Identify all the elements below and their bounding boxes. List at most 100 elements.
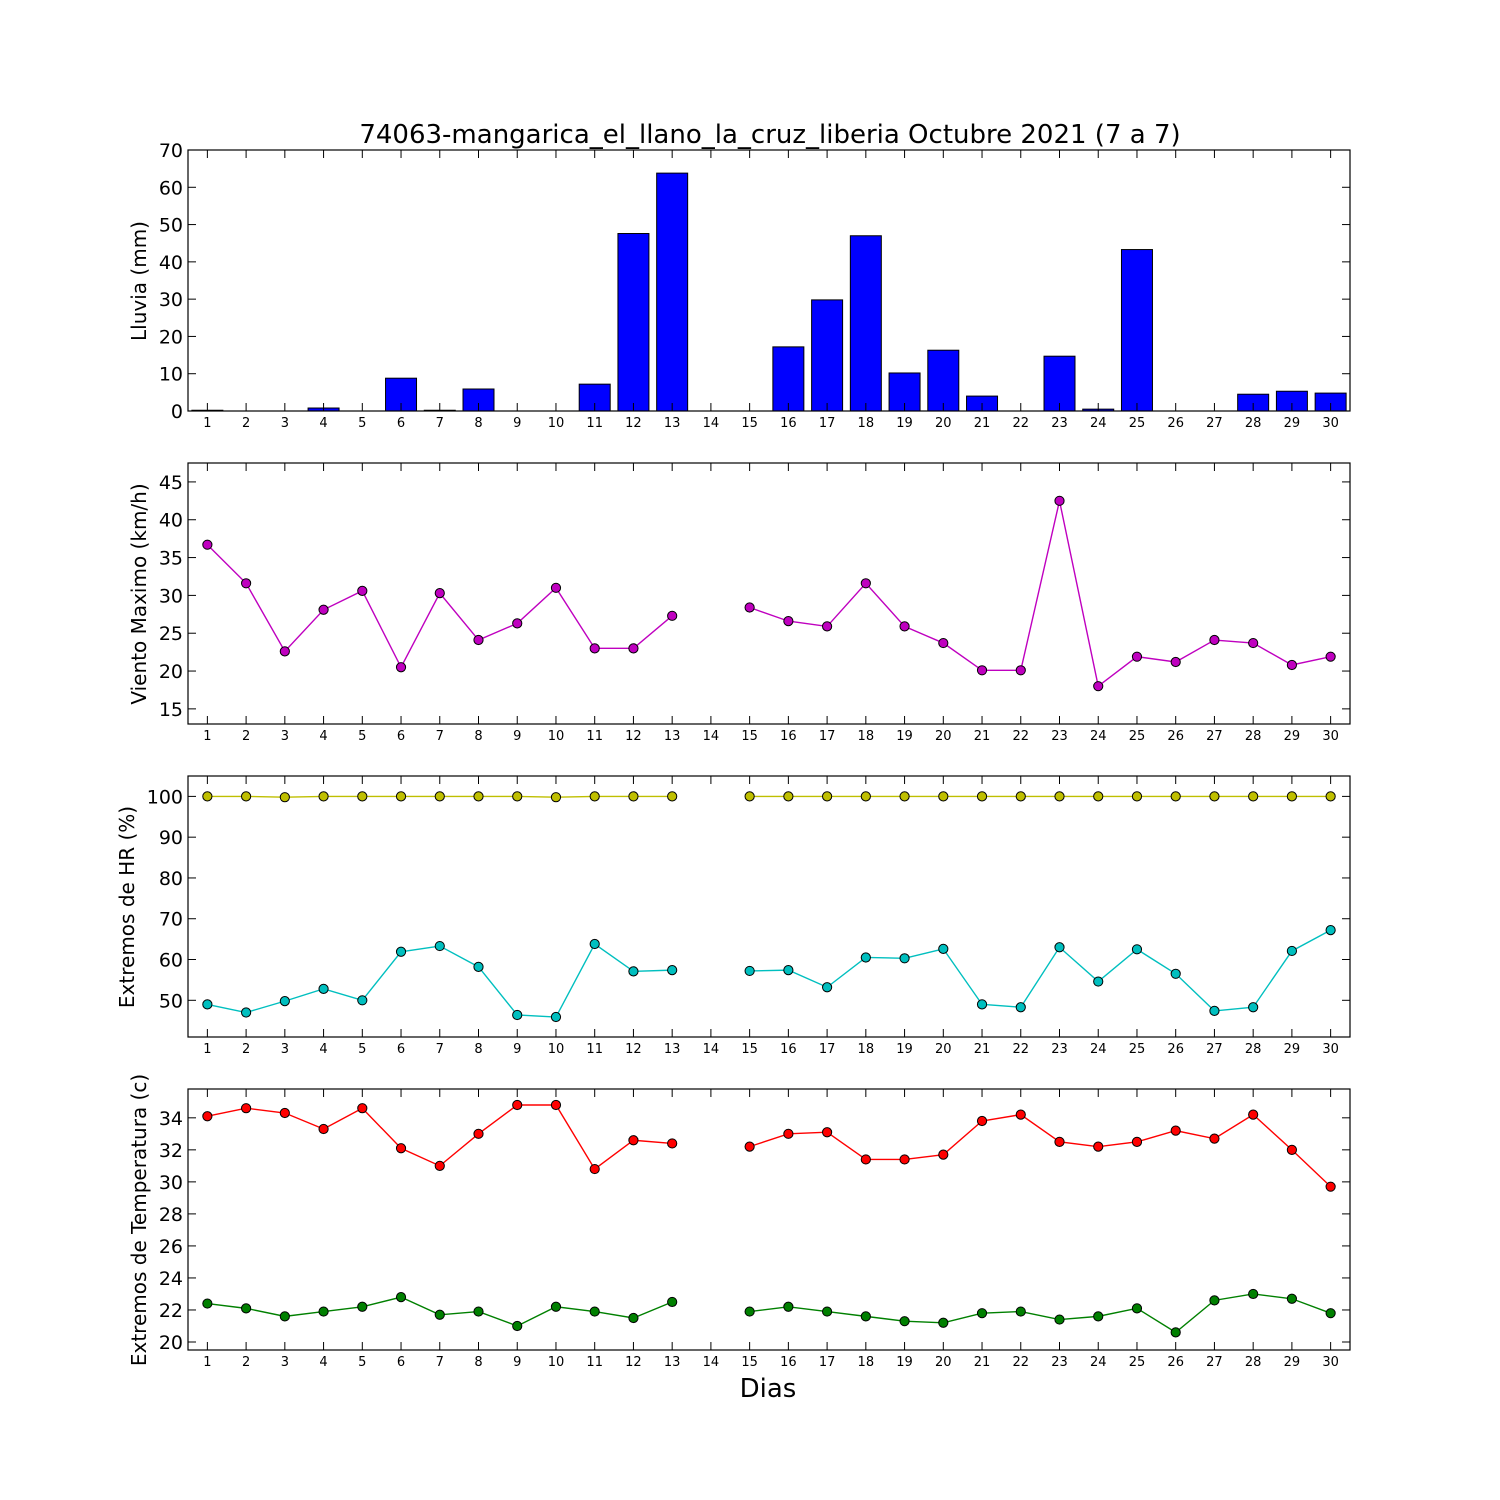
- temp-min-point-6: [395, 1292, 407, 1303]
- hr-min-point-21: [976, 999, 988, 1010]
- hr-max-point-16: [783, 791, 794, 802]
- wind-point-17: [822, 621, 833, 632]
- hr-min-point-3: [279, 996, 290, 1007]
- rain-bar-16: [772, 346, 805, 412]
- hr-max-point-12: [628, 791, 639, 802]
- humidity-ytick-label-90: 90: [159, 827, 183, 849]
- wind-point-18: [860, 578, 871, 589]
- temp-min-point-20: [938, 1317, 949, 1328]
- temperature-xtick-label-29: 29: [1284, 1355, 1301, 1370]
- wind-xtick-label-20: 20: [935, 729, 952, 744]
- temp-min-point-19: [899, 1316, 910, 1327]
- humidity-ytick-label-80: 80: [159, 868, 183, 890]
- rain-ytick-label-50: 50: [159, 215, 183, 237]
- temp-min-point-28: [1248, 1288, 1259, 1300]
- hr-max-point-22: [1015, 791, 1026, 802]
- humidity-ytick-label-100: 100: [147, 786, 183, 808]
- hr-min-point-6: [395, 946, 407, 957]
- wind-point-10: [550, 582, 562, 593]
- wind-point-20: [938, 637, 949, 649]
- rain-xtick-label-26: 26: [1167, 416, 1184, 431]
- humidity-xtick-label-29: 29: [1284, 1042, 1301, 1057]
- rain-xtick-label-30: 30: [1322, 416, 1339, 431]
- hr-min-point-8: [473, 961, 484, 972]
- wind-xtick-label-25: 25: [1129, 729, 1146, 744]
- wind-xtick-label-16: 16: [780, 729, 797, 744]
- temp-max-point-18: [860, 1154, 871, 1165]
- wind-xtick-label-2: 2: [242, 729, 250, 744]
- hr-min-point-15: [744, 965, 755, 977]
- temp-max-point-29: [1286, 1144, 1298, 1155]
- temperature-xtick-label-25: 25: [1129, 1355, 1146, 1370]
- humidity-xtick-label-4: 4: [319, 1042, 327, 1057]
- rain-xtick-label-9: 9: [513, 416, 521, 431]
- temp-max-line-segment-2: [749, 1113, 1332, 1188]
- rain-xtick-label-14: 14: [703, 416, 720, 431]
- wind-xtick-label-14: 14: [703, 729, 720, 744]
- wind-ytick-label-40: 40: [159, 510, 183, 532]
- temp-min-point-25: [1131, 1303, 1143, 1314]
- wind-xtick-label-1: 1: [203, 729, 211, 744]
- hr-min-point-28: [1248, 1002, 1259, 1013]
- humidity-xtick-label-17: 17: [819, 1042, 836, 1057]
- rain-xtick-label-27: 27: [1206, 416, 1223, 431]
- wind-ytick-label-45: 45: [159, 472, 183, 494]
- temperature-xtick-label-17: 17: [819, 1355, 836, 1370]
- hr-max-point-23: [1054, 791, 1065, 802]
- temp-max-point-4: [318, 1123, 329, 1135]
- temp-max-point-7: [434, 1160, 445, 1171]
- wind-xtick-label-11: 11: [586, 729, 603, 744]
- wind-point-28: [1248, 637, 1259, 649]
- rain-xtick-label-13: 13: [664, 416, 681, 431]
- wind-point-24: [1093, 681, 1104, 692]
- humidity-xtick-label-2: 2: [242, 1042, 250, 1057]
- wind-axes-frame: [187, 462, 1351, 725]
- wind-xtick-label-8: 8: [474, 729, 482, 744]
- wind-xtick-label-15: 15: [741, 729, 758, 744]
- hr-max-point-28: [1248, 791, 1259, 802]
- temp-max-point-25: [1131, 1136, 1143, 1147]
- temperature-xtick-label-24: 24: [1090, 1355, 1107, 1370]
- temperature-xtick-label-3: 3: [281, 1355, 289, 1370]
- wind-xtick-label-4: 4: [319, 729, 327, 744]
- temp-min-point-8: [473, 1306, 484, 1317]
- rain-bar-18: [849, 235, 882, 412]
- wind-line-segment-2: [749, 500, 1331, 688]
- wind-xtick-label-30: 30: [1322, 729, 1339, 744]
- temperature-xtick-label-15: 15: [741, 1355, 758, 1370]
- humidity-xtick-label-10: 10: [548, 1042, 565, 1057]
- temp-min-point-5: [357, 1301, 368, 1312]
- temp-min-point-9: [512, 1320, 523, 1332]
- rain-xtick-label-3: 3: [281, 416, 289, 431]
- temp-max-point-8: [473, 1128, 484, 1139]
- rain-axes-frame: [187, 149, 1351, 412]
- rain-xtick-label-17: 17: [819, 416, 836, 431]
- temp-min-point-16: [783, 1301, 794, 1312]
- humidity-xtick-label-21: 21: [974, 1042, 991, 1057]
- wind-point-15: [744, 602, 755, 613]
- temp-min-point-29: [1286, 1293, 1298, 1304]
- temperature-xtick-label-10: 10: [548, 1355, 565, 1370]
- hr-min-point-19: [899, 953, 910, 964]
- wind-xtick-label-10: 10: [548, 729, 565, 744]
- hr-max-point-6: [395, 791, 407, 802]
- temp-max-point-24: [1093, 1141, 1104, 1152]
- rain-xtick-label-8: 8: [474, 416, 482, 431]
- temp-max-point-20: [938, 1149, 949, 1160]
- temp-max-point-2: [241, 1103, 252, 1114]
- rain-ytick-label-30: 30: [159, 289, 183, 311]
- wind-xtick-label-26: 26: [1167, 729, 1184, 744]
- temp-min-point-15: [744, 1306, 755, 1317]
- hr-min-point-18: [860, 952, 871, 963]
- rain-ytick-label-40: 40: [159, 252, 183, 274]
- wind-xtick-label-21: 21: [974, 729, 991, 744]
- rain-xtick-label-23: 23: [1051, 416, 1068, 431]
- wind-point-21: [976, 665, 988, 676]
- wind-point-29: [1286, 659, 1298, 671]
- humidity-y-axis-label: Extremos de HR (%): [115, 806, 139, 1008]
- wind-ytick-label-15: 15: [159, 699, 183, 721]
- temperature-xtick-label-26: 26: [1167, 1355, 1184, 1370]
- wind-xtick-label-28: 28: [1245, 729, 1262, 744]
- temp-min-point-27: [1209, 1295, 1220, 1306]
- wind-point-22: [1015, 665, 1026, 676]
